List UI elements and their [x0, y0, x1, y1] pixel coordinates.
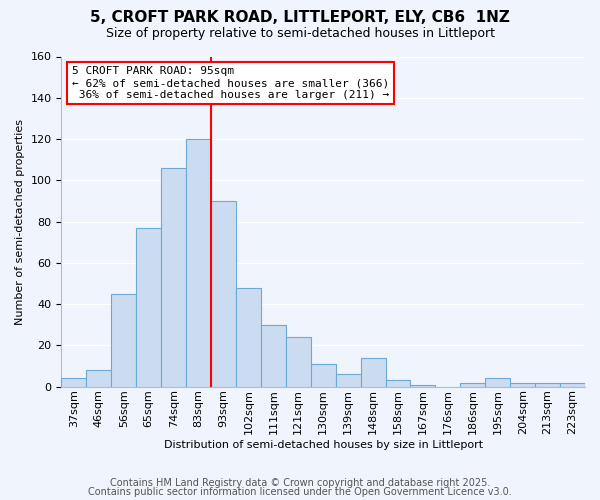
Bar: [361, 358, 386, 386]
Bar: [211, 201, 236, 386]
Text: Contains HM Land Registry data © Crown copyright and database right 2025.: Contains HM Land Registry data © Crown c…: [110, 478, 490, 488]
Bar: [61, 378, 86, 386]
Bar: [286, 337, 311, 386]
Bar: [485, 378, 510, 386]
Text: 5 CROFT PARK ROAD: 95sqm
← 62% of semi-detached houses are smaller (366)
 36% of: 5 CROFT PARK ROAD: 95sqm ← 62% of semi-d…: [72, 66, 389, 100]
Text: Contains public sector information licensed under the Open Government Licence v3: Contains public sector information licen…: [88, 487, 512, 497]
Text: 5, CROFT PARK ROAD, LITTLEPORT, ELY, CB6  1NZ: 5, CROFT PARK ROAD, LITTLEPORT, ELY, CB6…: [90, 10, 510, 25]
Bar: [161, 168, 186, 386]
Y-axis label: Number of semi-detached properties: Number of semi-detached properties: [15, 118, 25, 324]
Bar: [510, 382, 535, 386]
Bar: [86, 370, 111, 386]
Bar: [186, 139, 211, 386]
Bar: [311, 364, 335, 386]
Bar: [410, 384, 436, 386]
Text: Size of property relative to semi-detached houses in Littleport: Size of property relative to semi-detach…: [106, 28, 494, 40]
Bar: [111, 294, 136, 386]
Bar: [335, 374, 361, 386]
Bar: [535, 382, 560, 386]
Bar: [236, 288, 261, 386]
X-axis label: Distribution of semi-detached houses by size in Littleport: Distribution of semi-detached houses by …: [164, 440, 483, 450]
Bar: [560, 382, 585, 386]
Bar: [460, 382, 485, 386]
Bar: [386, 380, 410, 386]
Bar: [261, 325, 286, 386]
Bar: [136, 228, 161, 386]
